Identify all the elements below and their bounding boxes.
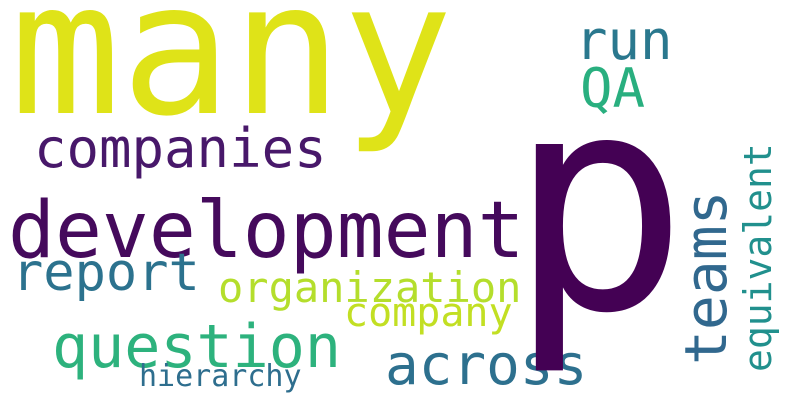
word-qa: QA <box>580 57 646 120</box>
word-hierarchy: hierarchy <box>139 359 302 394</box>
word-report: report <box>12 243 200 303</box>
word-many: many <box>10 0 454 157</box>
word-question: question <box>52 312 341 382</box>
word-equivalent: equivalent <box>736 143 780 372</box>
word-companies: companies <box>34 117 327 180</box>
word-teams: teams <box>672 190 740 365</box>
word-p: p <box>508 30 689 379</box>
word-company: company <box>344 290 513 336</box>
word-development: development <box>8 186 525 276</box>
word-organization: organization <box>218 263 522 312</box>
word-run: run <box>575 9 673 72</box>
word-across: across <box>385 333 588 398</box>
